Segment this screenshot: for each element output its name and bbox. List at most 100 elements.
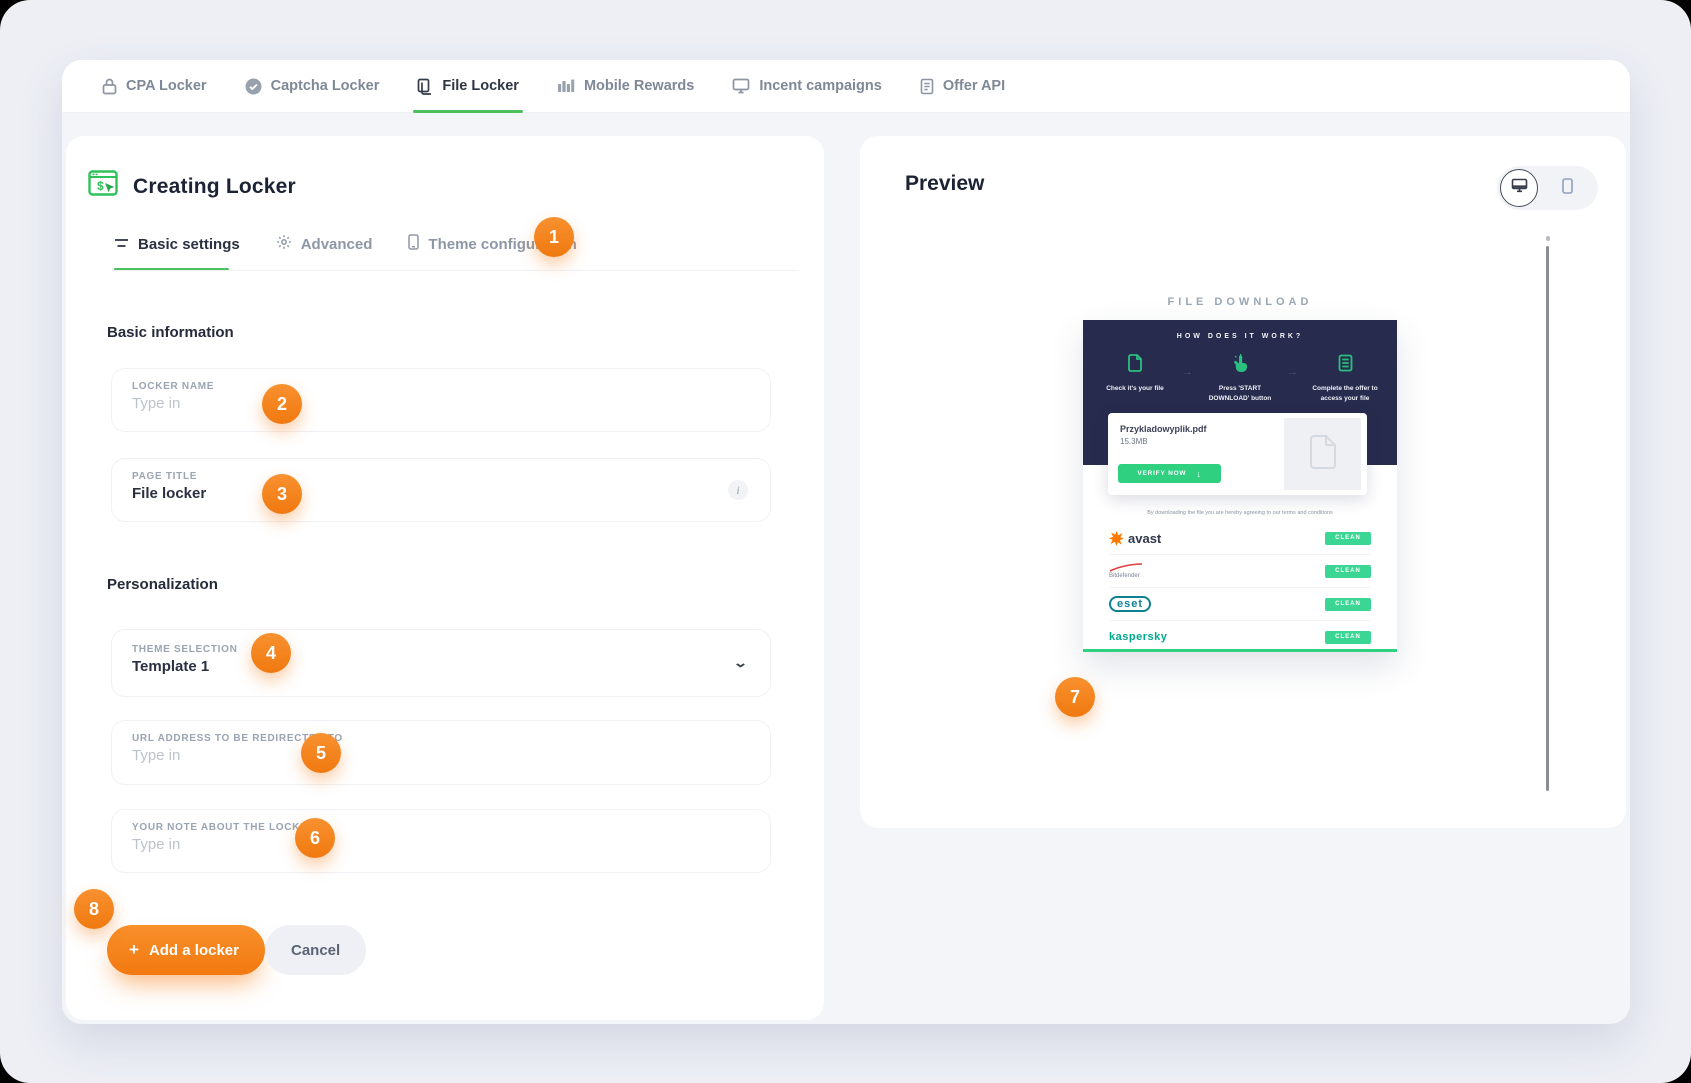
nav-tab-offer-api[interactable]: Offer API — [920, 60, 1005, 112]
avast-logo: avast — [1109, 530, 1161, 546]
phone-icon — [408, 234, 420, 254]
nav-tab-incent-campaigns[interactable]: Incent campaigns — [732, 60, 882, 112]
device-toggle — [1497, 166, 1598, 210]
mobile-preview-button[interactable] — [1548, 169, 1586, 207]
preview-panel: Preview FILE DOWNLOAD HOW DOES IT WORK? — [860, 136, 1626, 828]
redirect-url-field[interactable]: URL ADDRESS TO BE REDIRECTED TO Type in — [111, 720, 771, 785]
field-label: URL ADDRESS TO BE REDIRECTED TO — [132, 733, 343, 744]
theme-selection-dropdown[interactable]: THEME SELECTION Template 1 ⌄ — [111, 629, 771, 697]
document-icon — [920, 78, 934, 95]
creating-locker-panel: $ Creating Locker Basic settings Advance… — [66, 136, 824, 1020]
section-personalization: Personalization — [107, 576, 218, 593]
sliders-icon — [114, 236, 129, 253]
mockup-steps: Check it's your file → Press 'START DOWN… — [1089, 354, 1391, 404]
theme-selected-value: Template 1 — [132, 658, 210, 675]
step-complete-offer: Complete the offer to access your file — [1299, 354, 1391, 404]
gear-icon — [276, 234, 292, 254]
file-name: Przykladowyplik.pdf — [1120, 424, 1207, 434]
tab-basic-settings[interactable]: Basic settings — [114, 236, 240, 253]
hand-click-icon — [1232, 354, 1249, 377]
locker-note-field[interactable]: YOUR NOTE ABOUT THE LOCKER Type in — [111, 809, 771, 873]
antivirus-row-eset: eset CLEAN — [1109, 588, 1371, 621]
step-label: Press 'START DOWNLOAD' button — [1208, 385, 1272, 402]
page-title: Creating Locker — [133, 174, 296, 198]
antivirus-row-bitdefender: Bitdefender CLEAN — [1109, 555, 1371, 588]
mobile-icon — [1561, 177, 1573, 199]
plus-icon: + — [129, 939, 139, 959]
section-basic-information: Basic information — [107, 324, 234, 341]
nav-tab-cpa-locker[interactable]: CPA Locker — [102, 60, 207, 112]
nav-tab-label: Mobile Rewards — [583, 78, 695, 94]
step-badge-2: 2 — [262, 384, 302, 424]
nav-tab-label: Offer API — [942, 78, 1006, 94]
mockup-how-title: HOW DOES IT WORK? — [1176, 333, 1304, 340]
main-card: CPA Locker Captcha Locker File Locker Mo… — [62, 60, 1630, 1024]
svg-text:$: $ — [97, 179, 104, 193]
preview-title: Preview — [905, 172, 985, 195]
panel-header: $ Creating Locker — [88, 170, 296, 203]
nav-tab-mobile-rewards[interactable]: Mobile Rewards — [557, 60, 694, 112]
desktop-preview-button[interactable] — [1500, 169, 1538, 207]
bitdefender-icon — [1109, 563, 1143, 572]
field-label: YOUR NOTE ABOUT THE LOCKER — [132, 822, 316, 833]
page-title-field[interactable]: PAGE TITLE File locker i — [111, 458, 771, 522]
tabs-divider — [114, 270, 798, 271]
tab-advanced[interactable]: Advanced — [276, 234, 373, 254]
mockup-heading: FILE DOWNLOAD — [1167, 296, 1313, 308]
file-size: 15.3MB — [1120, 437, 1148, 446]
locker-note-input[interactable]: Type in — [132, 836, 181, 853]
field-label: PAGE TITLE — [132, 471, 198, 482]
locker-name-field[interactable]: LOCKER NAME Type in — [111, 368, 771, 432]
cancel-button[interactable]: Cancel — [265, 925, 367, 975]
field-label: LOCKER NAME — [132, 381, 215, 392]
step-badge-4: 4 — [251, 633, 291, 673]
mockup-file-card: Przykladowyplik.pdf 15.3MB VERIFY NOW ↓ — [1108, 413, 1367, 495]
desktop-icon — [1511, 178, 1528, 198]
bank-icon — [557, 78, 575, 94]
locker-name-input[interactable]: Type in — [132, 395, 181, 412]
step-badge-8: 8 — [74, 889, 114, 929]
active-tab-underline — [114, 268, 229, 271]
nav-tab-label: File Locker — [442, 78, 519, 94]
download-arrow-icon: ↓ — [1196, 468, 1202, 479]
file-thumbnail — [1284, 418, 1361, 490]
check-circle-icon — [245, 78, 262, 95]
clean-badge: CLEAN — [1325, 531, 1371, 545]
step-badge-5: 5 — [301, 733, 341, 773]
step-badge-7: 7 — [1055, 677, 1095, 717]
step-check-file: Check it's your file — [1089, 354, 1181, 394]
info-icon[interactable]: i — [728, 480, 748, 500]
avast-icon — [1109, 530, 1124, 546]
nav-tab-label: Captcha Locker — [270, 78, 380, 94]
tab-label: Advanced — [300, 235, 373, 253]
chevron-down-icon[interactable]: ⌄ — [732, 655, 749, 670]
form-subtabs: Basic settings Advanced Theme configurat… — [114, 234, 577, 254]
page-title-input[interactable]: File locker — [132, 485, 207, 502]
step-badge-6: 6 — [295, 818, 335, 858]
nav-tab-file-locker[interactable]: File Locker — [413, 60, 523, 113]
verify-now-label: VERIFY NOW — [1137, 470, 1187, 477]
step-label: Check it's your file — [1106, 385, 1164, 392]
step-label: Complete the offer to access your file — [1312, 385, 1378, 402]
lock-icon — [102, 78, 117, 95]
bitdefender-name: Bitdefender — [1109, 573, 1140, 579]
nav-tab-captcha-locker[interactable]: Captcha Locker — [245, 60, 380, 112]
nav-tab-label: CPA Locker — [126, 78, 207, 94]
preview-scrollbar[interactable] — [1546, 246, 1549, 791]
step-badge-1: 1 — [534, 217, 574, 257]
locker-window-icon: $ — [88, 170, 120, 203]
clean-badge: CLEAN — [1325, 630, 1371, 644]
scrollbar-dot — [1546, 236, 1550, 241]
clean-badge: CLEAN — [1325, 564, 1371, 578]
redirect-url-input[interactable]: Type in — [132, 747, 181, 764]
field-label: THEME SELECTION — [132, 644, 238, 655]
eset-logo: eset — [1109, 596, 1152, 612]
mockup-legal-text: By downloading the file you are hereby a… — [1147, 510, 1333, 516]
add-locker-button[interactable]: + Add a locker — [107, 925, 265, 975]
step-badge-3: 3 — [262, 474, 302, 514]
nav-tab-label: Incent campaigns — [759, 78, 882, 94]
verify-now-button[interactable]: VERIFY NOW ↓ — [1118, 464, 1221, 483]
antivirus-row-avast: avast CLEAN — [1109, 522, 1371, 555]
top-nav: CPA Locker Captcha Locker File Locker Mo… — [62, 60, 1630, 113]
